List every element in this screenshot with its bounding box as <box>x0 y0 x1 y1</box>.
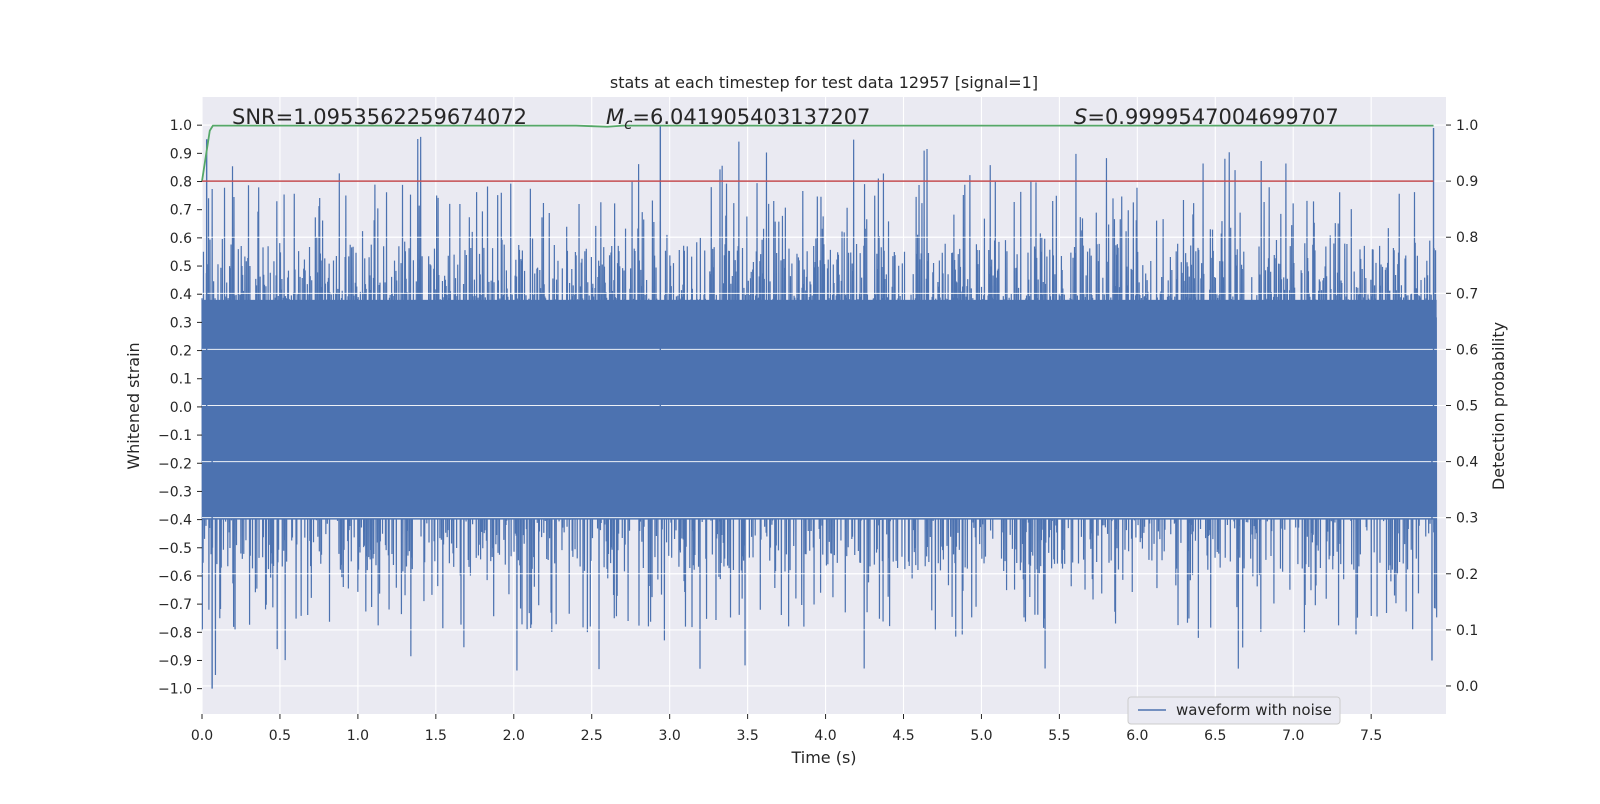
y-tick-label: −0.4 <box>158 513 192 529</box>
y-tick-label: −1.0 <box>158 682 192 698</box>
x-tick-label: 1.0 <box>347 728 369 744</box>
y2-tick-label: 0.2 <box>1456 567 1478 583</box>
y-tick-label: 0.3 <box>170 315 192 331</box>
y2-tick-label: 0.6 <box>1456 342 1478 358</box>
x-tick-label: 0.5 <box>269 728 291 744</box>
y2-axis-title: Detection probability <box>1489 322 1508 490</box>
legend: waveform with noise <box>1127 696 1341 725</box>
y-tick-label: −0.7 <box>158 597 192 613</box>
left-y-axis: 1.0 0.9 0.8 0.7 0.6 0.5 0.4 0.3 0.2 0.1 0.0 −0.1 −0.… <box>158 118 202 698</box>
snr-annotation: SNR=1.0953562259674072 <box>232 105 527 129</box>
s-annotation: S=0.9999547004699707 <box>1074 105 1339 129</box>
y2-tick-label: 0.4 <box>1456 455 1478 471</box>
y-tick-label: −0.6 <box>158 569 192 585</box>
x-tick-label: 5.5 <box>1048 728 1070 744</box>
probability-series <box>201 124 1434 182</box>
y-tick-label: 0.2 <box>170 344 192 360</box>
y2-tick-label: 0.8 <box>1456 230 1478 246</box>
chart-title: stats at each timestep for test data 129… <box>610 73 1038 92</box>
chirp-mass-subscript: c <box>624 115 633 133</box>
waveform-series <box>201 124 1446 689</box>
y-tick-label: 0.7 <box>170 203 192 219</box>
chirp-mass-symbol: M <box>606 105 624 129</box>
x-tick-label: 3.5 <box>736 728 758 744</box>
y-tick-label: −0.9 <box>158 653 192 669</box>
x-tick-label: 5.0 <box>970 728 992 744</box>
y2-tick-label: 0.7 <box>1456 286 1478 302</box>
y-tick-label: 0.8 <box>170 175 192 191</box>
y-tick-label: −0.3 <box>158 484 192 500</box>
x-tick-label: 4.5 <box>892 728 914 744</box>
y-tick-label: 0.6 <box>170 231 192 247</box>
y2-tick-label: 0.9 <box>1456 174 1478 190</box>
chirp-mass-annotation: Mc=6.041905403137207 <box>606 105 870 133</box>
x-tick-label: 0.0 <box>191 728 213 744</box>
x-tick-label: 6.0 <box>1126 728 1148 744</box>
x-tick-label: 6.5 <box>1204 728 1226 744</box>
y-tick-label: 0.1 <box>170 372 192 388</box>
y2-tick-label: 0.5 <box>1456 399 1478 415</box>
y-tick-label: 0.0 <box>170 400 192 416</box>
y-tick-label: −0.5 <box>158 541 192 557</box>
y2-tick-label: 0.0 <box>1456 679 1478 695</box>
legend-label-waveform: waveform with noise <box>1176 701 1332 719</box>
x-tick-label: 7.0 <box>1282 728 1304 744</box>
x-tick-label: 2.5 <box>581 728 603 744</box>
x-tick-label: 2.0 <box>503 728 525 744</box>
y-tick-label: 0.4 <box>170 287 192 303</box>
x-tick-label: 1.5 <box>425 728 447 744</box>
y-axis-title: Whitened strain <box>124 342 143 469</box>
s-value: =0.9999547004699707 <box>1087 105 1338 129</box>
right-y-axis: 1.0 0.9 0.8 0.7 0.6 0.5 0.4 0.3 0.2 0.1 0.0 <box>1446 118 1478 695</box>
y-tick-label: −0.2 <box>158 456 192 472</box>
waveform-core-band <box>202 299 1437 520</box>
y-tick-label: −0.1 <box>158 428 192 444</box>
chirp-mass-value: =6.041905403137207 <box>632 105 870 129</box>
y2-tick-label: 0.1 <box>1456 623 1478 639</box>
s-symbol: S <box>1074 105 1087 129</box>
legend-box <box>1127 696 1341 725</box>
y-tick-label: −0.8 <box>158 625 192 641</box>
detection-probability-line <box>201 124 1434 182</box>
x-axis-title: Time (s) <box>790 748 856 767</box>
y-tick-label: 1.0 <box>170 118 192 134</box>
y2-tick-label: 1.0 <box>1456 118 1478 134</box>
x-tick-label: 4.0 <box>814 728 836 744</box>
y-tick-label: 0.5 <box>170 259 192 275</box>
x-tick-label: 7.5 <box>1360 728 1382 744</box>
x-tick-label: 3.0 <box>659 728 681 744</box>
y-tick-label: 0.9 <box>170 146 192 162</box>
y2-tick-label: 0.3 <box>1456 511 1478 527</box>
